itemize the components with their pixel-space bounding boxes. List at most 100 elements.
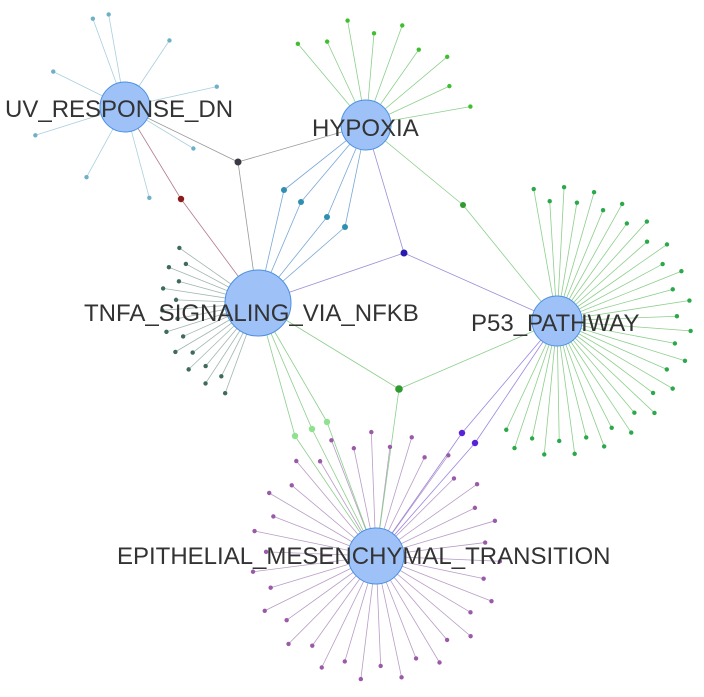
emt-leaf-node	[271, 514, 276, 519]
emt-leaf-node	[286, 641, 291, 647]
p53-leaf-node	[682, 358, 688, 363]
emt-leaf-node	[409, 435, 414, 440]
tnf-leaf-node	[166, 265, 172, 270]
p53-leaf-node	[664, 242, 670, 247]
hub-label-tnfa-signaling: TNFA_SIGNALING_VIA_NFKB	[84, 300, 419, 327]
emt-leaf-node	[422, 455, 427, 460]
emt-leaf-node	[263, 549, 269, 555]
p53-leaf-node	[561, 184, 567, 190]
hub-label-emt: EPITHELIAL_MESENCHYMAL_TRANSITION	[117, 543, 610, 570]
emt-leaf-node	[250, 569, 256, 574]
hyp-leaf-node	[371, 31, 377, 36]
uv-leaf-node	[191, 146, 196, 151]
tnf-leaf-node	[186, 367, 191, 372]
emt-leaf-node	[310, 643, 315, 648]
p53-leaf-node	[600, 207, 606, 213]
tnf-leaf-node	[164, 329, 169, 335]
hub-node-p53[interactable]	[531, 295, 583, 347]
hub-node-hyp[interactable]	[340, 99, 392, 151]
hub-label-uv-response-dn: UV_RESPONSE_DN	[5, 96, 233, 123]
p53-leaf-node	[670, 287, 675, 292]
tnf-leaf-node	[160, 286, 166, 291]
uv-leaf-node	[167, 38, 172, 43]
p53-leaf-node	[660, 261, 665, 267]
emt-leaf-node	[378, 663, 383, 669]
p53-leaf-node	[601, 444, 607, 449]
emt-leaf-node	[474, 481, 480, 487]
tnf-leaf-node	[177, 245, 182, 251]
emt-leaf-node	[399, 675, 404, 680]
emt-leaf-node	[284, 617, 289, 623]
p53-leaf-node	[629, 430, 634, 435]
emt-leaf-node	[468, 610, 473, 615]
emt-leaf-node	[413, 656, 419, 661]
p53-leaf-node	[572, 451, 577, 457]
p53-leaf-node	[531, 186, 536, 192]
p53-leaf-node	[591, 190, 597, 195]
emt-leaf-node	[289, 483, 294, 488]
shared-gene-node	[308, 425, 316, 433]
emt-leaf-node	[262, 608, 267, 613]
p53-leaf-node	[609, 425, 614, 431]
p53-leaf-node	[687, 298, 692, 303]
shared-gene-node	[471, 439, 479, 447]
hyp-leaf-node	[324, 39, 330, 44]
tnf-leaf-node	[160, 308, 165, 313]
p53-leaf-node	[670, 386, 675, 391]
emt-leaf-node	[446, 453, 451, 458]
hyp-leaf-node	[345, 18, 350, 23]
tnf-leaf-node	[219, 374, 224, 379]
tnf-leaf-node	[173, 297, 179, 303]
shared-gene-node	[323, 418, 331, 426]
hub-node-tnf[interactable]	[224, 269, 292, 337]
shared-gene-node	[458, 429, 466, 437]
p53-leaf-node	[504, 427, 509, 432]
p53-leaf-node	[574, 200, 580, 205]
emt-leaf-node	[369, 429, 374, 435]
emt-leaf-node	[342, 659, 347, 664]
emt-leaf-node	[358, 676, 364, 682]
shared-edge	[398, 320, 558, 390]
tnf-leaf-node	[203, 381, 208, 386]
p53-leaf-node	[584, 435, 589, 440]
hyp-leaf-node	[468, 104, 473, 109]
p53-leaf-node	[688, 328, 693, 334]
hub-label-hypoxia: HYPOXIA	[312, 115, 419, 142]
shared-gene-node	[395, 385, 403, 393]
emt-leaf-node	[317, 459, 323, 464]
leaf-nodes-layer	[33, 12, 693, 682]
p53-leaf-node	[652, 410, 657, 416]
shared-gene-node	[342, 224, 348, 230]
shared-gene-node	[460, 202, 466, 208]
uv-leaf-node	[147, 195, 152, 200]
hyp-leaf-node	[400, 23, 405, 28]
hub-labels-layer: UV_RESPONSE_DN HYPOXIA TNFA_SIGNALING_VI…	[5, 96, 640, 570]
uv-leaf-node	[214, 84, 219, 89]
emt-leaf-node	[437, 660, 442, 665]
p53-leaf-node	[674, 314, 680, 319]
hyp-leaf-node	[295, 41, 301, 46]
hub-label-p53-pathway: P53_PATHWAY	[471, 310, 640, 337]
emt-leaf-node	[497, 559, 503, 564]
hyp-leaf-node	[445, 54, 450, 60]
emt-leaf-node	[482, 540, 488, 545]
emt-leaf-node	[351, 446, 357, 451]
tnf-leaf-node	[183, 261, 189, 267]
tnf-leaf-node	[176, 279, 182, 284]
uv-leaf-node	[51, 69, 56, 74]
emt-leaf-node	[319, 665, 324, 670]
hub-node-uv[interactable]	[99, 81, 151, 133]
p53-leaf-node	[542, 452, 547, 457]
p53-leaf-node	[529, 436, 535, 441]
hub-node-emt[interactable]	[347, 527, 405, 585]
p53-leaf-node	[547, 199, 552, 204]
p53-leaf-node	[632, 410, 637, 415]
p53-leaf-node	[664, 367, 670, 372]
p53-leaf-node	[650, 390, 656, 396]
p53-leaf-node	[644, 239, 650, 244]
emt-leaf-node	[268, 585, 273, 590]
uv-leaf-node	[84, 174, 89, 180]
shared-edge	[403, 252, 558, 322]
p53-leaf-node	[672, 341, 678, 346]
p53-leaf-node	[557, 438, 562, 444]
